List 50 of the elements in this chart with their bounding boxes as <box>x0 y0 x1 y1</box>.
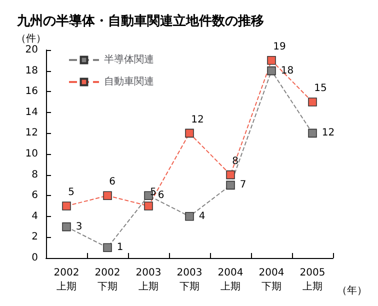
x-tick-label: 2002 上期 <box>54 268 80 292</box>
data-label: 4 <box>198 210 206 222</box>
x-tick-label: 2004 下期 <box>258 268 284 292</box>
y-tick-label: 8 <box>32 169 38 180</box>
y-tick-label: 18 <box>25 65 38 76</box>
y-tick-label: 12 <box>25 128 38 139</box>
data-label: 7 <box>240 180 246 191</box>
legend-label: 半導体関連 <box>104 54 154 66</box>
y-tick-label: 14 <box>25 106 38 118</box>
point <box>308 128 317 138</box>
y-tick-label: 2 <box>32 232 38 243</box>
y-tick-label: 20 <box>25 44 38 56</box>
point <box>62 222 71 232</box>
point <box>144 202 153 210</box>
legend-label: 自動車関連 <box>104 76 154 88</box>
data-label: 12 <box>322 128 335 139</box>
data-label: 6 <box>109 176 116 188</box>
point <box>185 212 194 221</box>
point <box>62 202 71 210</box>
y-tick-label: 10 <box>25 148 38 160</box>
point <box>226 180 235 190</box>
point <box>103 191 112 200</box>
data-label: 6 <box>158 190 164 202</box>
data-label: 18 <box>280 65 294 76</box>
x-tick-label: 2003 下期 <box>176 268 202 292</box>
y-tick-label: 4 <box>32 210 38 222</box>
x-axis-title: （年） <box>337 284 367 296</box>
data-label: 5 <box>150 187 156 198</box>
y-tick-label: 0 <box>32 252 38 264</box>
y-axis-title: （件） <box>16 34 46 44</box>
data-label: 19 <box>273 42 286 52</box>
point <box>308 98 317 106</box>
x-tick-label: 2003 上期 <box>136 268 162 292</box>
point <box>185 128 194 138</box>
chart-title: 九州の半導体・自動車関連立地件数の推移 <box>16 13 264 29</box>
point <box>267 56 276 65</box>
data-label: 15 <box>314 83 327 94</box>
data-label: 3 <box>76 221 82 232</box>
point <box>103 243 112 252</box>
point <box>226 170 235 180</box>
data-label: 5 <box>68 187 74 198</box>
data-label: 8 <box>232 156 238 167</box>
x-tick-label: 2005 上期 <box>300 268 326 292</box>
point <box>267 66 276 76</box>
data-label: 1 <box>116 242 124 254</box>
y-tick-label: 6 <box>32 190 38 202</box>
x-tick-label: 2004 上期 <box>218 268 244 292</box>
x-tick-label: 2002 下期 <box>94 268 120 292</box>
data-label: 12 <box>191 114 204 126</box>
y-tick-label: 16 <box>25 86 38 98</box>
